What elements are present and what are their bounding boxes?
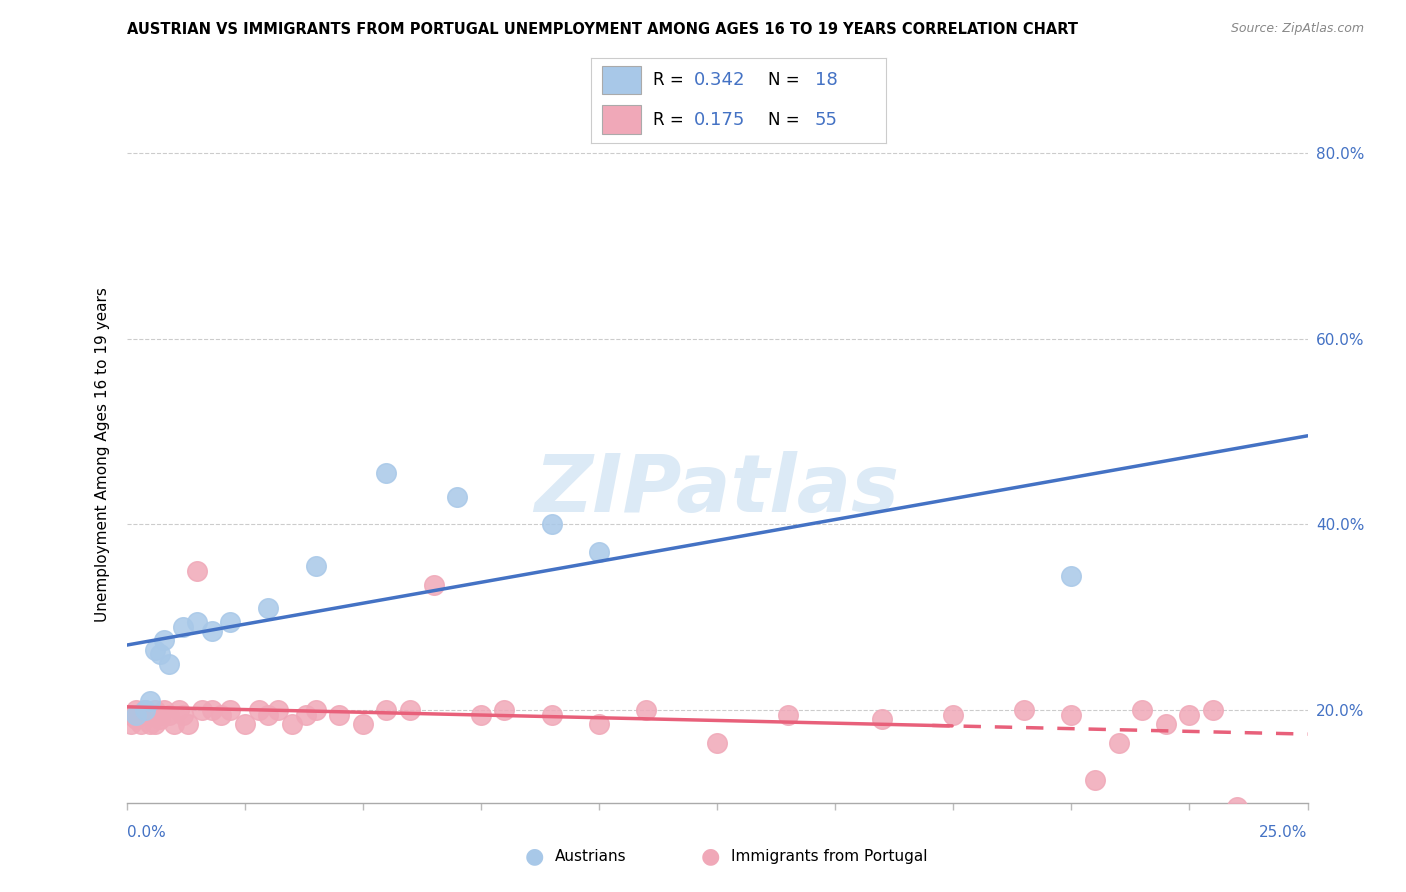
Point [139,694,162,708]
Text: ZIPatlas: ZIPatlas [534,450,900,529]
Point [588,717,610,731]
Point [588,545,610,559]
Point [1060,707,1083,722]
Point [1202,703,1225,717]
Point [399,703,422,717]
Point [134,707,156,722]
Point [636,703,658,717]
Text: ●: ● [524,847,544,866]
Point [1108,735,1130,749]
Point [157,657,180,671]
Point [172,619,194,633]
Point [143,717,166,731]
Point [1060,568,1083,582]
Point [1012,703,1035,717]
Point [125,707,148,722]
Y-axis label: Unemployment Among Ages 16 to 19 years: Unemployment Among Ages 16 to 19 years [94,287,110,623]
Point [200,703,222,717]
Point [120,717,142,731]
Point [219,703,242,717]
Point [153,633,176,648]
Point [149,648,172,662]
Text: R =: R = [652,111,689,128]
Point [167,703,190,717]
Text: Immigrants from Portugal: Immigrants from Portugal [731,849,928,863]
Point [129,717,152,731]
Point [470,707,492,722]
Point [1226,800,1249,814]
Point [177,717,200,731]
Text: 0.175: 0.175 [695,111,745,128]
Point [540,517,562,532]
Point [375,703,398,717]
Text: N =: N = [768,111,804,128]
Point [149,712,172,726]
Point [257,601,280,615]
Text: 0.0%: 0.0% [127,825,166,840]
Point [143,642,166,657]
Point [375,467,398,481]
Point [776,707,799,722]
Text: N =: N = [768,71,804,89]
Point [328,707,350,722]
Bar [602,105,641,134]
Point [143,703,166,717]
Point [163,717,186,731]
Point [295,707,318,722]
Point [942,707,965,722]
Point [186,615,208,629]
Point [157,707,180,722]
Point [304,559,326,574]
Point [134,703,156,717]
Bar [602,66,641,95]
Text: Source: ZipAtlas.com: Source: ZipAtlas.com [1230,22,1364,36]
Point [257,707,280,722]
Point [172,707,194,722]
Point [1154,717,1177,731]
Point [139,707,162,722]
Point [872,712,894,726]
Point [494,703,516,717]
Point [200,624,222,639]
Point [129,707,152,722]
Text: Austrians: Austrians [555,849,627,863]
Point [149,707,172,722]
Point [153,703,176,717]
Point [134,703,156,717]
Point [281,717,304,731]
Text: 25.0%: 25.0% [1260,825,1308,840]
Point [233,717,256,731]
Point [247,703,270,717]
Point [191,703,214,717]
Text: 55: 55 [815,111,838,128]
Text: ●: ● [700,847,720,866]
Point [219,615,242,629]
Text: AUSTRIAN VS IMMIGRANTS FROM PORTUGAL UNEMPLOYMENT AMONG AGES 16 TO 19 YEARS CORR: AUSTRIAN VS IMMIGRANTS FROM PORTUGAL UNE… [127,22,1077,37]
Point [209,707,232,722]
Point [422,578,444,592]
Point [540,707,562,722]
Point [125,712,148,726]
Point [186,564,208,578]
Point [304,703,326,717]
Point [1178,707,1201,722]
Point [120,707,142,722]
Point [267,703,290,717]
Point [125,703,148,717]
Point [352,717,374,731]
Point [139,717,162,731]
Text: 0.342: 0.342 [695,71,745,89]
Text: R =: R = [652,71,689,89]
Point [706,735,728,749]
Point [446,490,468,504]
Point [1084,772,1107,787]
Point [1130,703,1153,717]
Text: 18: 18 [815,71,838,89]
